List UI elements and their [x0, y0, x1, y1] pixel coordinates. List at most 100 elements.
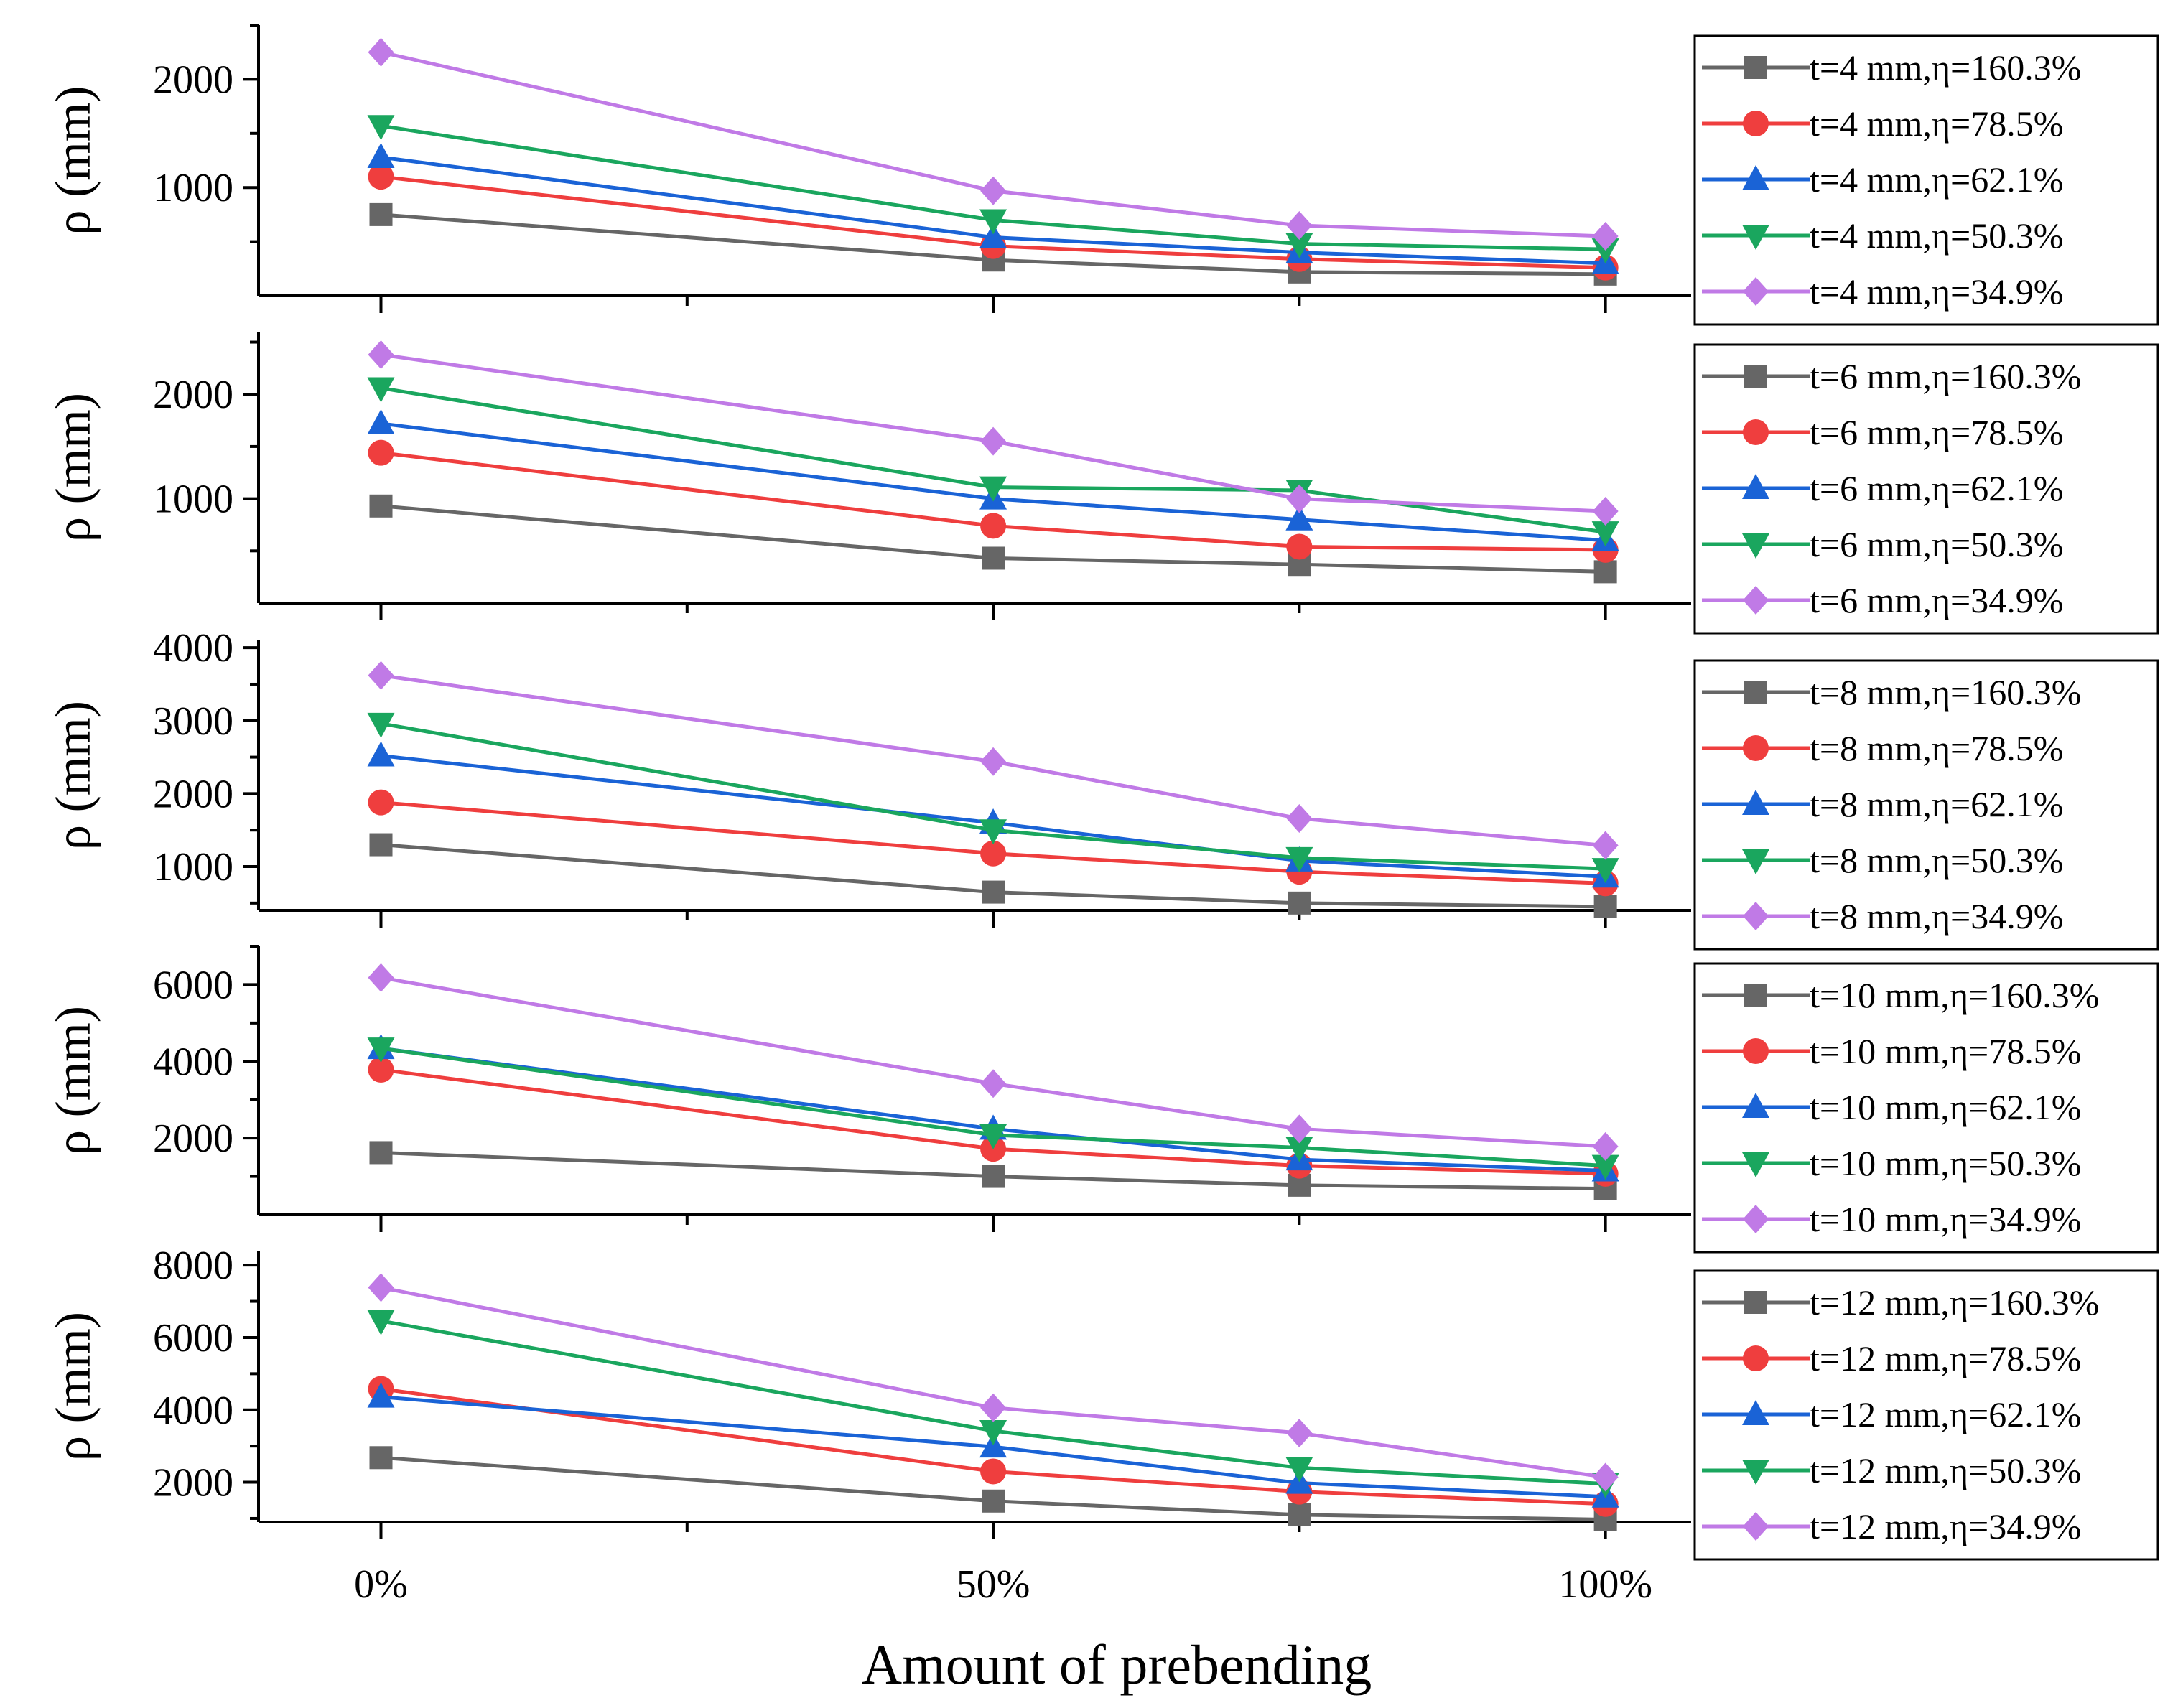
legend-marker — [1742, 1152, 1769, 1177]
series-line — [381, 1395, 1606, 1499]
y-axis-title: ρ (mm) — [46, 1006, 101, 1155]
data-point — [368, 1057, 394, 1083]
y-tick-label: 3000 — [153, 699, 233, 744]
y-axis-title: ρ (mm) — [46, 1312, 101, 1461]
data-point — [1288, 1503, 1311, 1526]
data-point — [367, 377, 395, 403]
data-point — [367, 409, 395, 434]
y-tick-label: 2000 — [153, 57, 233, 102]
legend: t=10 mm,η=160.3% t=10 mm,η=78.5% t=10 mm,η… — [1693, 962, 2159, 1254]
data-point — [980, 747, 1007, 776]
series-line — [381, 1046, 1606, 1173]
data-point — [368, 963, 394, 992]
series-5 — [368, 661, 1619, 860]
y-tick-label: 4000 — [153, 626, 233, 671]
legend-label: t=12 mm,η=34.9% — [1810, 1506, 2081, 1546]
data-point — [367, 1382, 395, 1408]
data-point — [979, 819, 1007, 845]
series-4 — [367, 712, 1619, 884]
series-line — [381, 1387, 1606, 1506]
legend-marker — [1743, 1205, 1769, 1233]
legend-marker — [1743, 1038, 1769, 1064]
data-point — [980, 1069, 1007, 1098]
legend-label: t=10 mm,η=62.1% — [1810, 1087, 2081, 1127]
y-tick-label: 1000 — [153, 477, 233, 522]
panel-1: 1000 2000 ρ (mm) t=4 mm,η=160.3% t=4 mm,η=78… — [46, 24, 2159, 326]
legend-label: t=12 mm,η=50.3% — [1810, 1450, 2081, 1490]
legend-marker — [1744, 365, 1767, 388]
data-point — [367, 741, 395, 767]
legend-marker — [1742, 1460, 1769, 1485]
legend-label: t=4 mm,η=50.3% — [1810, 215, 2063, 256]
x-axis-title: Amount of prebending — [862, 1633, 1372, 1696]
series-line — [381, 353, 1606, 513]
y-tick-label: 2000 — [153, 772, 233, 816]
y-axis-title: ρ (mm) — [46, 701, 101, 850]
legend-label: t=10 mm,η=50.3% — [1810, 1143, 2081, 1183]
data-point — [1592, 1462, 1619, 1492]
data-point — [369, 202, 393, 226]
data-point — [980, 426, 1007, 456]
series-5 — [368, 1273, 1619, 1492]
data-point — [1592, 497, 1619, 526]
data-point — [980, 1393, 1007, 1422]
series-line — [381, 754, 1606, 879]
legend-marker — [1742, 533, 1769, 559]
series-line — [381, 673, 1606, 848]
y-axis-title: ρ (mm) — [46, 86, 101, 235]
legend-marker — [1743, 419, 1769, 445]
data-point — [1592, 831, 1619, 860]
data-point — [1591, 238, 1619, 264]
legend-marker — [1744, 56, 1767, 79]
legend-marker — [1743, 1345, 1769, 1371]
x-tick-label: 50% — [957, 1562, 1030, 1607]
legend-marker — [1744, 681, 1767, 704]
data-point — [369, 494, 393, 518]
data-point — [368, 1273, 394, 1302]
legend-marker — [1742, 1400, 1769, 1425]
legend-label: t=4 mm,η=160.3% — [1810, 47, 2081, 88]
legend-label: t=10 mm,η=160.3% — [1810, 975, 2099, 1015]
series-line — [381, 801, 1606, 885]
data-point — [979, 223, 1007, 248]
series-5 — [368, 37, 1619, 251]
y-tick-label: 6000 — [153, 1316, 233, 1361]
legend-label: t=10 mm,η=34.9% — [1810, 1199, 2081, 1239]
legend-marker — [1742, 225, 1769, 250]
data-point — [1286, 210, 1313, 240]
series-line — [381, 1046, 1606, 1168]
series-4 — [367, 1037, 1619, 1180]
data-point — [1285, 233, 1313, 258]
data-point — [1591, 1154, 1619, 1180]
y-tick-label: 6000 — [153, 963, 233, 1007]
series-line — [381, 843, 1606, 909]
legend: t=12 mm,η=160.3% t=12 mm,η=78.5% t=12 mm,η… — [1693, 1269, 2159, 1561]
data-point — [1592, 1131, 1619, 1161]
legend-label: t=8 mm,η=160.3% — [1810, 672, 2081, 712]
data-point — [1286, 803, 1313, 833]
legend: t=4 mm,η=160.3% t=4 mm,η=78.5% t=4 mm,η=62… — [1693, 34, 2159, 326]
data-point — [1285, 1137, 1313, 1162]
legend-label: t=4 mm,η=78.5% — [1810, 103, 2063, 144]
data-point — [1593, 560, 1617, 584]
legend-label: t=6 mm,η=62.1% — [1810, 468, 2063, 508]
y-tick-label: 8000 — [153, 1243, 233, 1288]
data-point — [979, 1419, 1007, 1445]
data-point — [369, 1141, 393, 1165]
data-point — [368, 340, 394, 369]
legend-label: t=6 mm,η=50.3% — [1810, 524, 2063, 564]
series-line — [381, 451, 1606, 552]
series-line — [381, 1285, 1606, 1479]
series-line — [381, 1319, 1606, 1486]
legend-label: t=8 mm,η=62.1% — [1810, 784, 2063, 824]
legend-marker — [1743, 902, 1769, 930]
legend-marker — [1743, 111, 1769, 136]
y-tick-label: 1000 — [153, 166, 233, 210]
data-point — [1285, 1457, 1313, 1483]
series-line — [381, 421, 1606, 543]
panels: 1000 2000 ρ (mm) t=4 mm,η=160.3% t=4 mm,η=78… — [46, 24, 2159, 1561]
data-point — [980, 513, 1007, 539]
legend-marker — [1743, 1512, 1769, 1541]
series-line — [381, 1150, 1606, 1191]
data-point — [1593, 895, 1617, 918]
